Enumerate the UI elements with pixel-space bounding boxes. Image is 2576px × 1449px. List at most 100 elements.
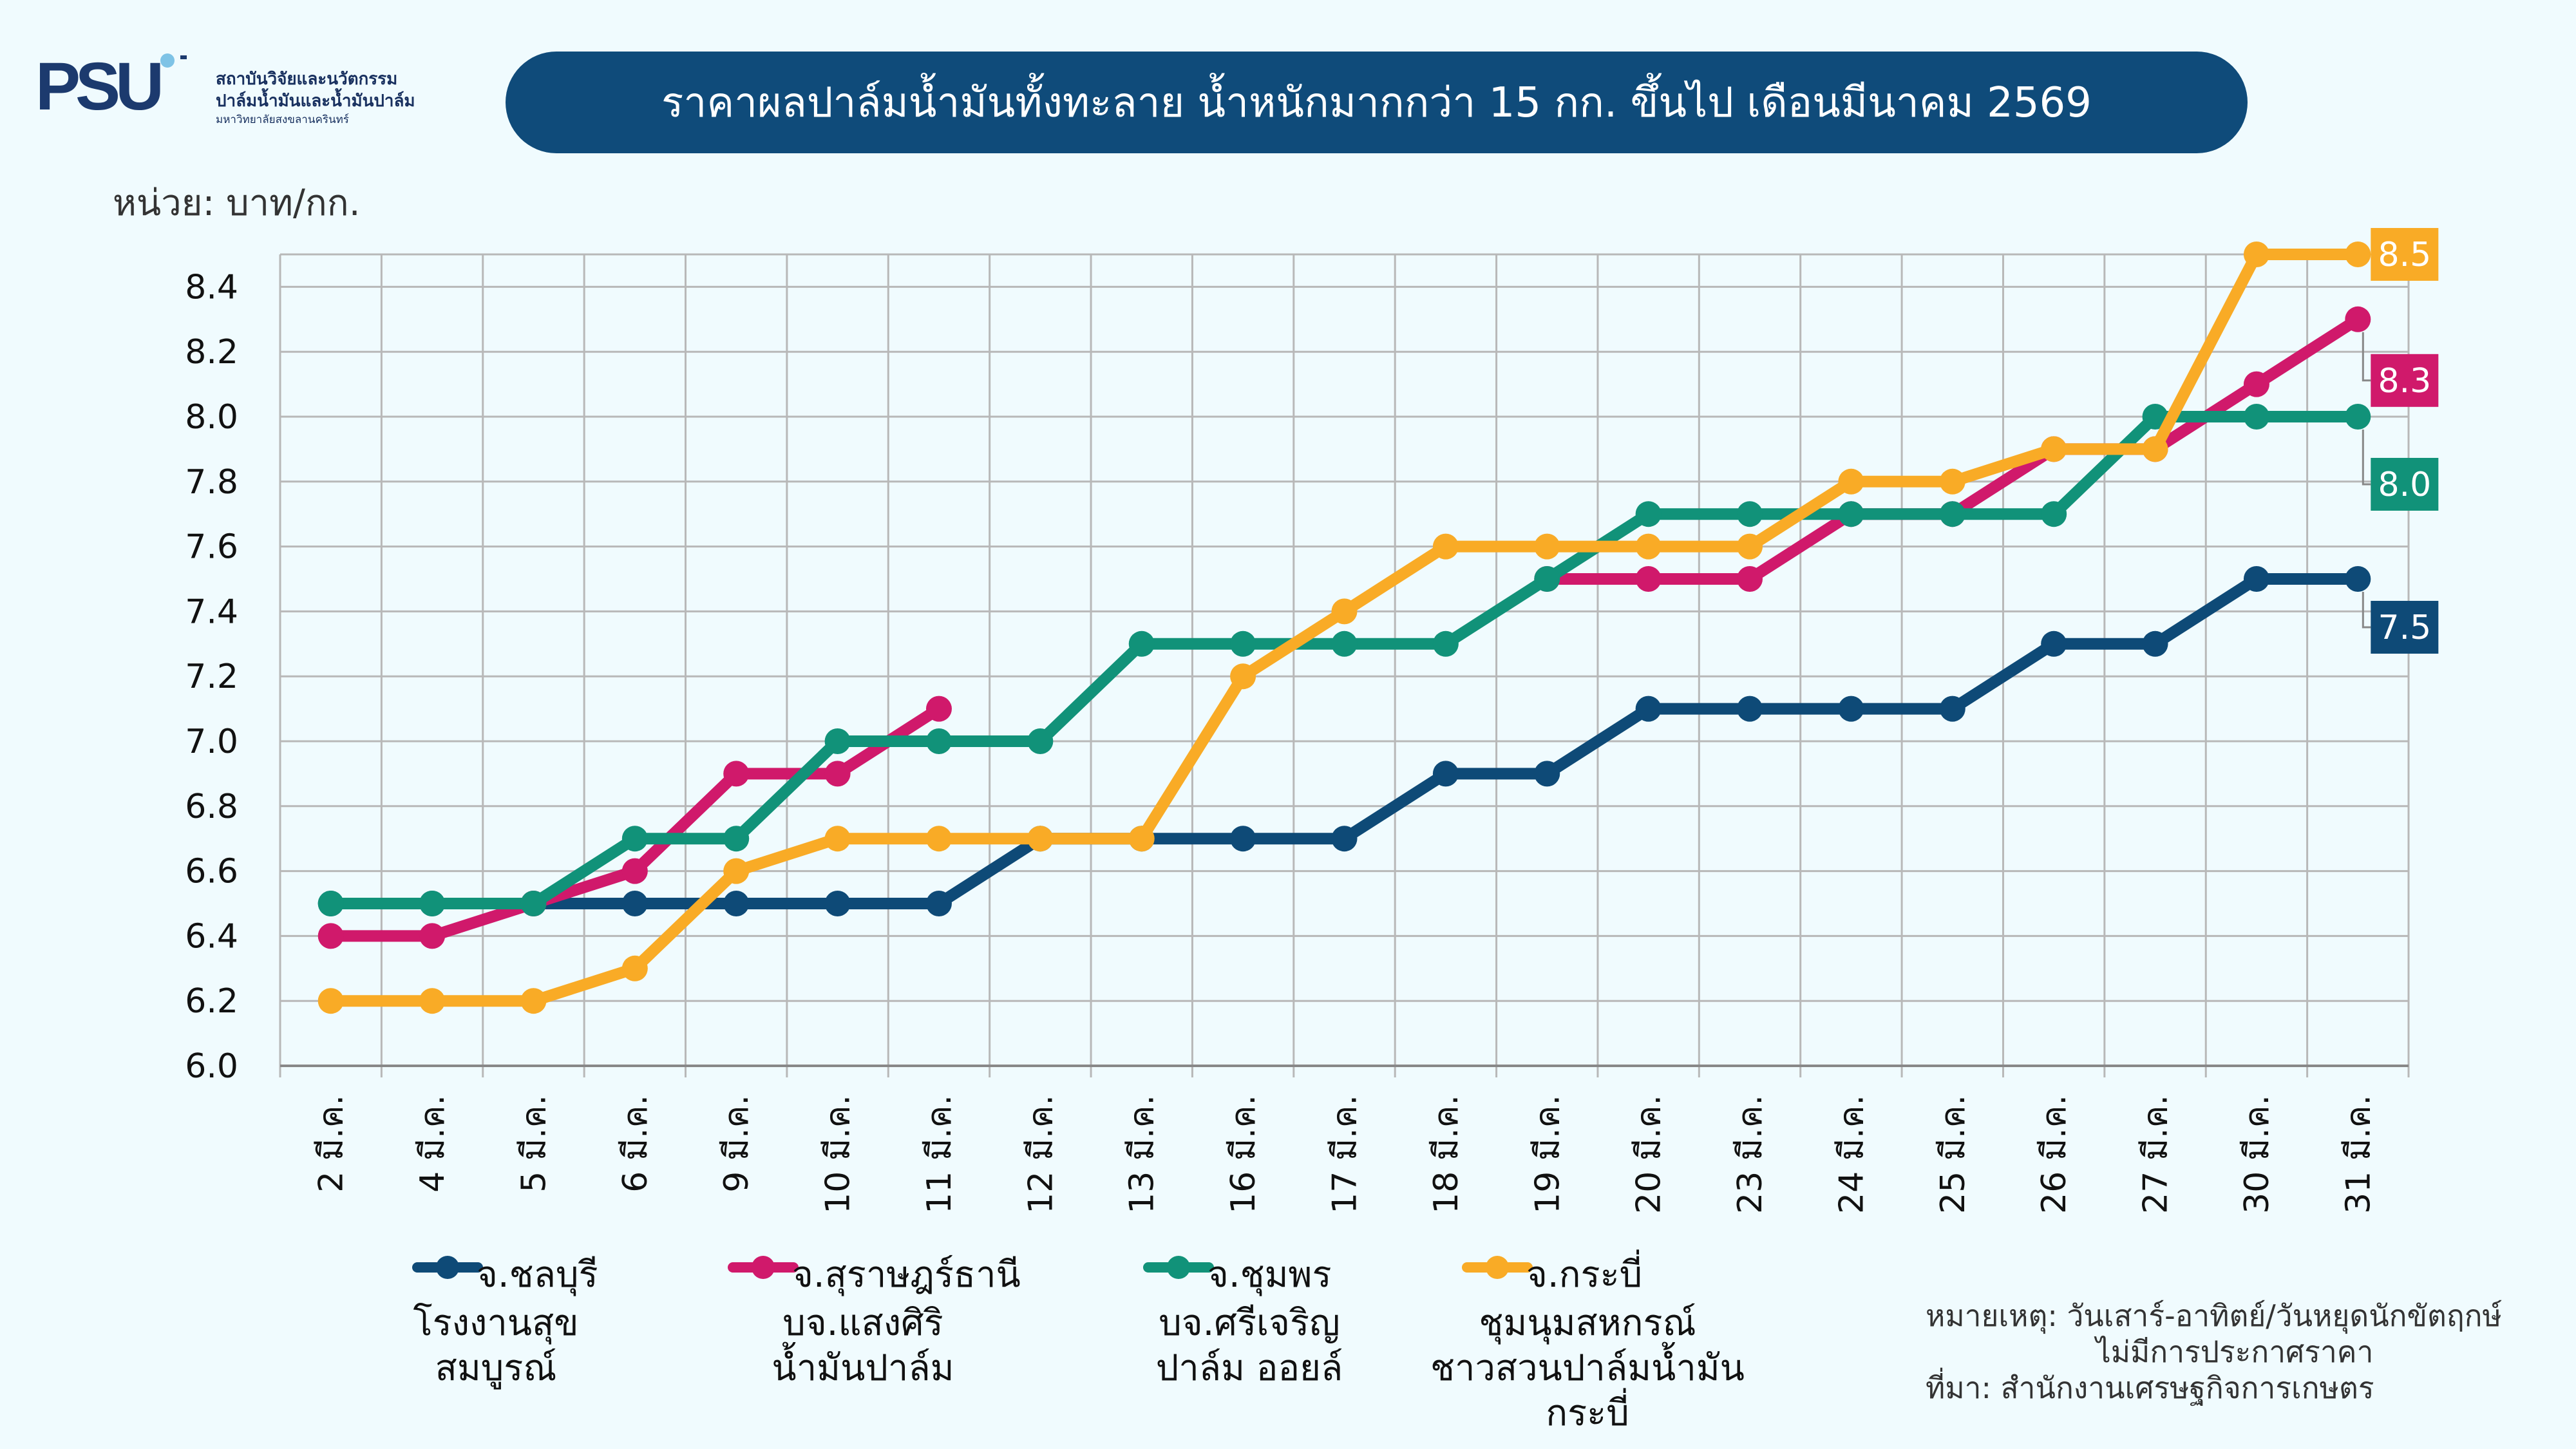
data-point <box>723 891 750 916</box>
data-point <box>1635 566 1662 592</box>
y-tick-label: 7.0 <box>185 723 238 761</box>
unit-label: หน่วย: บาท/กก. <box>113 182 361 224</box>
title-banner: ราคาผลปาล์มน้ำมันทั้งทะลาย น้ำหนักมากกว่… <box>506 52 2248 153</box>
data-point <box>1635 533 1662 560</box>
data-point <box>419 891 446 916</box>
data-point <box>1432 761 1459 787</box>
legend-swatch <box>728 1256 799 1279</box>
data-point <box>2243 566 2269 592</box>
data-point <box>2041 501 2067 527</box>
data-point <box>317 988 344 1014</box>
legend-label: จ.สุราษฎร์ธานี <box>792 1254 1021 1296</box>
data-point <box>317 923 344 949</box>
end-label-value: 7.5 <box>2378 609 2431 647</box>
x-tick-label: 23 มี.ค. <box>1731 1095 1770 1214</box>
x-tick-label: 25 มี.ค. <box>1934 1095 1973 1214</box>
x-tick-label: 24 มี.ค. <box>1832 1095 1871 1214</box>
leader-line <box>2362 430 2371 486</box>
y-tick-label: 7.6 <box>185 528 238 567</box>
data-point <box>520 891 547 916</box>
x-tick-label: 30 มี.ค. <box>2238 1095 2277 1214</box>
x-tick-label: 13 มี.ค. <box>1123 1095 1162 1214</box>
data-point <box>1027 826 1054 852</box>
data-point <box>1737 696 1763 722</box>
data-point <box>1737 533 1763 560</box>
data-point <box>2345 242 2371 267</box>
legend-swatch <box>1462 1256 1533 1279</box>
series-2 <box>317 306 2371 949</box>
legend-sublabel: โรงงานสุข สมบูรณ์ <box>413 1302 579 1389</box>
data-point <box>2041 436 2067 462</box>
series-4 <box>317 242 2371 1014</box>
data-point <box>621 858 648 884</box>
svg-text:PSU: PSU <box>35 49 160 124</box>
data-point <box>2243 242 2269 267</box>
x-tick-label: 19 มี.ค. <box>1528 1095 1567 1214</box>
legend-sublabel: บจ.ศรีเจริญ ปาล์ม ออยล์ <box>1155 1302 1343 1389</box>
y-axis-ticks: 6.0 6.2 6.4 6.6 6.8 7.0 7.2 7.4 7.6 7.8 8.0 8.2 8.4 <box>185 268 238 1086</box>
data-point <box>1027 728 1054 754</box>
legend-label: จ.กระบี่ <box>1526 1254 1643 1296</box>
data-point <box>1534 566 1560 592</box>
data-point <box>925 826 952 852</box>
x-tick-label: 4 มี.ค. <box>413 1095 452 1193</box>
data-point <box>2345 404 2371 430</box>
y-tick-label: 8.4 <box>185 268 238 307</box>
data-point <box>1331 598 1358 625</box>
data-point <box>2345 566 2371 592</box>
data-point <box>1432 630 1459 657</box>
logo-institute-subname: ปาล์มน้ำมันและน้ำมันปาล์ม <box>216 91 415 111</box>
data-point <box>1128 630 1155 657</box>
data-point <box>1230 663 1256 690</box>
chart-grid <box>279 253 2410 1077</box>
end-label-value: 8.5 <box>2378 236 2431 274</box>
x-tick-label: 6 มี.ค. <box>616 1095 655 1193</box>
logo-university-name: มหาวิทยาลัยสงขลานครินทร์ <box>216 113 349 126</box>
y-tick-label: 6.4 <box>185 917 238 956</box>
end-label-value: 8.0 <box>2378 466 2431 504</box>
y-tick-label: 6.0 <box>185 1047 238 1086</box>
data-point <box>1635 501 1662 527</box>
logo-institute-name: สถาบันวิจัยและนวัตกรรม <box>216 70 398 89</box>
legend-swatch <box>1143 1256 1214 1279</box>
psu-logo: PSU สถาบันวิจัยและนวัตกรรม ปาล์มน้ำมันแล… <box>35 45 435 135</box>
data-point <box>2142 436 2168 462</box>
data-point <box>723 761 750 787</box>
end-label-box <box>2371 458 2439 511</box>
x-tick-label: 18 มี.ค. <box>1427 1095 1466 1214</box>
series-line <box>325 249 2364 1007</box>
data-point <box>925 696 952 722</box>
data-point <box>2345 306 2371 332</box>
data-point <box>1230 826 1256 852</box>
end-label-value: 8.3 <box>2378 362 2431 401</box>
data-point <box>723 826 750 852</box>
legend-swatch <box>412 1256 483 1279</box>
data-point <box>1838 468 1864 495</box>
y-tick-label: 7.4 <box>185 592 238 631</box>
footnote: หมายเหตุ: วันเสาร์-อาทิตย์/วันหยุดนักขัต… <box>1926 1298 2544 1406</box>
data-point <box>1432 533 1459 560</box>
data-point <box>621 826 648 852</box>
data-point <box>1331 630 1358 657</box>
data-point <box>824 891 851 916</box>
note-line-1: หมายเหตุ: วันเสาร์-อาทิตย์/วันหยุดนักขัต… <box>1926 1298 2502 1333</box>
x-tick-label: 31 มี.ค. <box>2339 1095 2378 1214</box>
data-point <box>1737 566 1763 592</box>
chart-title: ราคาผลปาล์มน้ำมันทั้งทะลาย น้ำหนักมากกว่… <box>661 79 2092 127</box>
data-point <box>1838 501 1864 527</box>
end-label-box <box>2371 228 2439 281</box>
x-tick-label: 20 มี.ค. <box>1630 1095 1669 1214</box>
end-label-box <box>2371 601 2439 654</box>
data-point <box>419 923 446 949</box>
x-tick-label: 27 มี.ค. <box>2137 1095 2175 1214</box>
note-line-2: ไม่มีการประกาศราคา <box>2096 1334 2374 1369</box>
y-tick-label: 7.2 <box>185 658 238 696</box>
psu-logo-icon: PSU <box>35 49 187 124</box>
data-point <box>824 761 851 787</box>
data-point <box>1939 468 1965 495</box>
end-labels: 7.5 8.3 8.0 8.5 <box>2362 228 2439 654</box>
legend-sublabel: บจ.แสงศิริ น้ำมันปาล์ม <box>772 1302 954 1389</box>
series-line <box>1541 313 2364 585</box>
legend-sublabel: ชุมนุมสหกรณ์ ชาวสวนปาล์มน้ำมัน กระบี่ <box>1430 1302 1745 1434</box>
